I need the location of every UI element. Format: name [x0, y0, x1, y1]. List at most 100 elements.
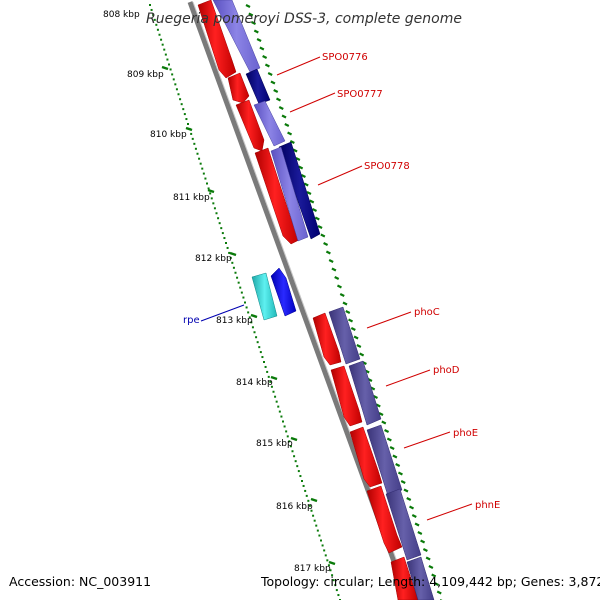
gene-bottom-forward[interactable]: [390, 556, 419, 600]
gene-phod-track[interactable]: [348, 360, 382, 426]
gene-spo0778a-forward[interactable]: [235, 99, 265, 152]
gene-phoc-track[interactable]: [328, 306, 361, 365]
ruler-major-tick: [290, 436, 298, 442]
topology-text: Topology: circular; Length: 4,109,442 bp…: [260, 574, 600, 589]
gene-label-rpe[interactable]: rpe: [183, 315, 200, 326]
gene-label-phne[interactable]: phnE: [475, 500, 500, 511]
outer-track-dash: [314, 216, 320, 221]
ruler-dot: [187, 123, 189, 125]
gene-label-spo0778[interactable]: SPO0778: [364, 161, 410, 172]
ruler-dot: [286, 435, 289, 438]
outer-track-dash: [287, 131, 293, 136]
position-ruler: [149, 4, 341, 600]
ruler-dot: [275, 400, 278, 403]
outer-track-dash: [353, 335, 359, 340]
ruler-label: 817 kbp: [294, 564, 331, 574]
ruler-major-tick: [161, 65, 169, 71]
ruler-dot: [245, 306, 248, 309]
ruler-dot: [327, 564, 330, 567]
ruler-major-tick: [207, 188, 215, 194]
gene-label-phoe[interactable]: phoE: [453, 428, 478, 439]
leader-line: [276, 56, 321, 76]
ruler-dot: [213, 207, 216, 210]
outer-track-dash: [278, 106, 284, 110]
ruler-dot: [240, 291, 243, 294]
ruler-dot: [244, 301, 246, 304]
gene-label-phoc[interactable]: phoC: [414, 307, 440, 318]
outer-track-dash: [334, 276, 340, 280]
ruler-label: 816 kbp: [276, 502, 313, 512]
outer-track-dash: [403, 488, 409, 493]
ruler-major-tick: [229, 251, 237, 257]
ruler-dot: [321, 544, 324, 547]
gene-spo0776-forward[interactable]: [197, 0, 237, 79]
ruler-dot: [316, 529, 319, 532]
ruler-dot: [242, 296, 245, 299]
ruler-dot: [305, 494, 308, 497]
outer-track-dash: [320, 233, 326, 238]
outer-track-dash: [397, 471, 403, 476]
gene-spo0777-track[interactable]: [245, 68, 271, 105]
gene-phoe-forward[interactable]: [349, 426, 383, 488]
gene-label-spo0777[interactable]: SPO0777: [337, 89, 383, 100]
ruler-dot: [231, 261, 234, 264]
ruler-label: 813 kbp: [216, 316, 253, 326]
ruler-dot: [334, 584, 337, 587]
ruler-dot: [291, 450, 294, 453]
ruler-dot: [180, 103, 183, 106]
ruler-dot: [255, 336, 258, 339]
ruler-dot: [155, 23, 158, 26]
ruler-dot: [294, 460, 297, 463]
outer-track-dash: [431, 573, 437, 578]
gene-labels: SPO0776 SPO0777 SPO0778 rpe phoC phoD ph…: [183, 52, 500, 511]
outer-track-dash: [298, 165, 304, 170]
ruler-dot: [335, 589, 338, 592]
ruler-dot: [172, 78, 175, 81]
gene-rpe-cyan[interactable]: [251, 272, 278, 321]
outer-track-dash: [342, 301, 348, 306]
ruler-dot: [207, 187, 210, 190]
gene-rpe-blue[interactable]: [270, 267, 297, 317]
ruler-label: 814 kbp: [236, 378, 273, 388]
gene-spo0778b-track[interactable]: [270, 146, 309, 242]
gene-phod-forward[interactable]: [330, 365, 363, 427]
leader-line: [426, 503, 473, 521]
gene-spo0776-track[interactable]: [212, 0, 261, 73]
ruler-dot: [218, 222, 221, 225]
ruler-dot: [297, 470, 300, 473]
ruler-dot: [283, 425, 286, 428]
gene-label-spo0776[interactable]: SPO0776: [322, 52, 368, 63]
ruler-dot: [289, 445, 292, 448]
ruler-dot: [308, 504, 311, 507]
gene-phne-forward[interactable]: [366, 485, 403, 554]
gene-spo0778b-navy[interactable]: [278, 141, 321, 240]
ruler-dot: [215, 212, 218, 215]
gene-phne-track[interactable]: [385, 488, 422, 561]
ruler-label: 815 kbp: [256, 439, 293, 449]
outer-track-dash: [356, 344, 362, 348]
ruler-dot: [285, 430, 288, 433]
ruler-dot: [177, 93, 180, 96]
outer-track-dash: [409, 505, 415, 510]
outer-track-dash: [303, 182, 309, 187]
gene-phoe-track[interactable]: [366, 424, 403, 497]
outer-track-dash: [328, 259, 334, 263]
outer-track-dash: [273, 89, 279, 93]
outer-track-dash: [336, 284, 342, 289]
ruler-dot: [223, 237, 226, 240]
gene-bottom-track[interactable]: [406, 556, 435, 600]
ruler-label: 812 kbp: [195, 254, 232, 264]
outer-track-dash: [411, 514, 417, 518]
outer-track-dash: [422, 548, 428, 552]
outer-track-dash: [436, 590, 442, 595]
gene-spo0778a-track[interactable]: [253, 100, 286, 147]
ruler-dot: [234, 271, 237, 274]
ruler-dot: [210, 197, 213, 200]
gene-label-phod[interactable]: phoD: [433, 365, 460, 376]
ruler-dot: [280, 415, 283, 418]
gene-spo0777-forward[interactable]: [227, 72, 250, 104]
outer-track-dash: [417, 531, 423, 535]
gene-phoc-forward[interactable]: [312, 312, 342, 366]
outer-track-dash: [420, 539, 426, 544]
